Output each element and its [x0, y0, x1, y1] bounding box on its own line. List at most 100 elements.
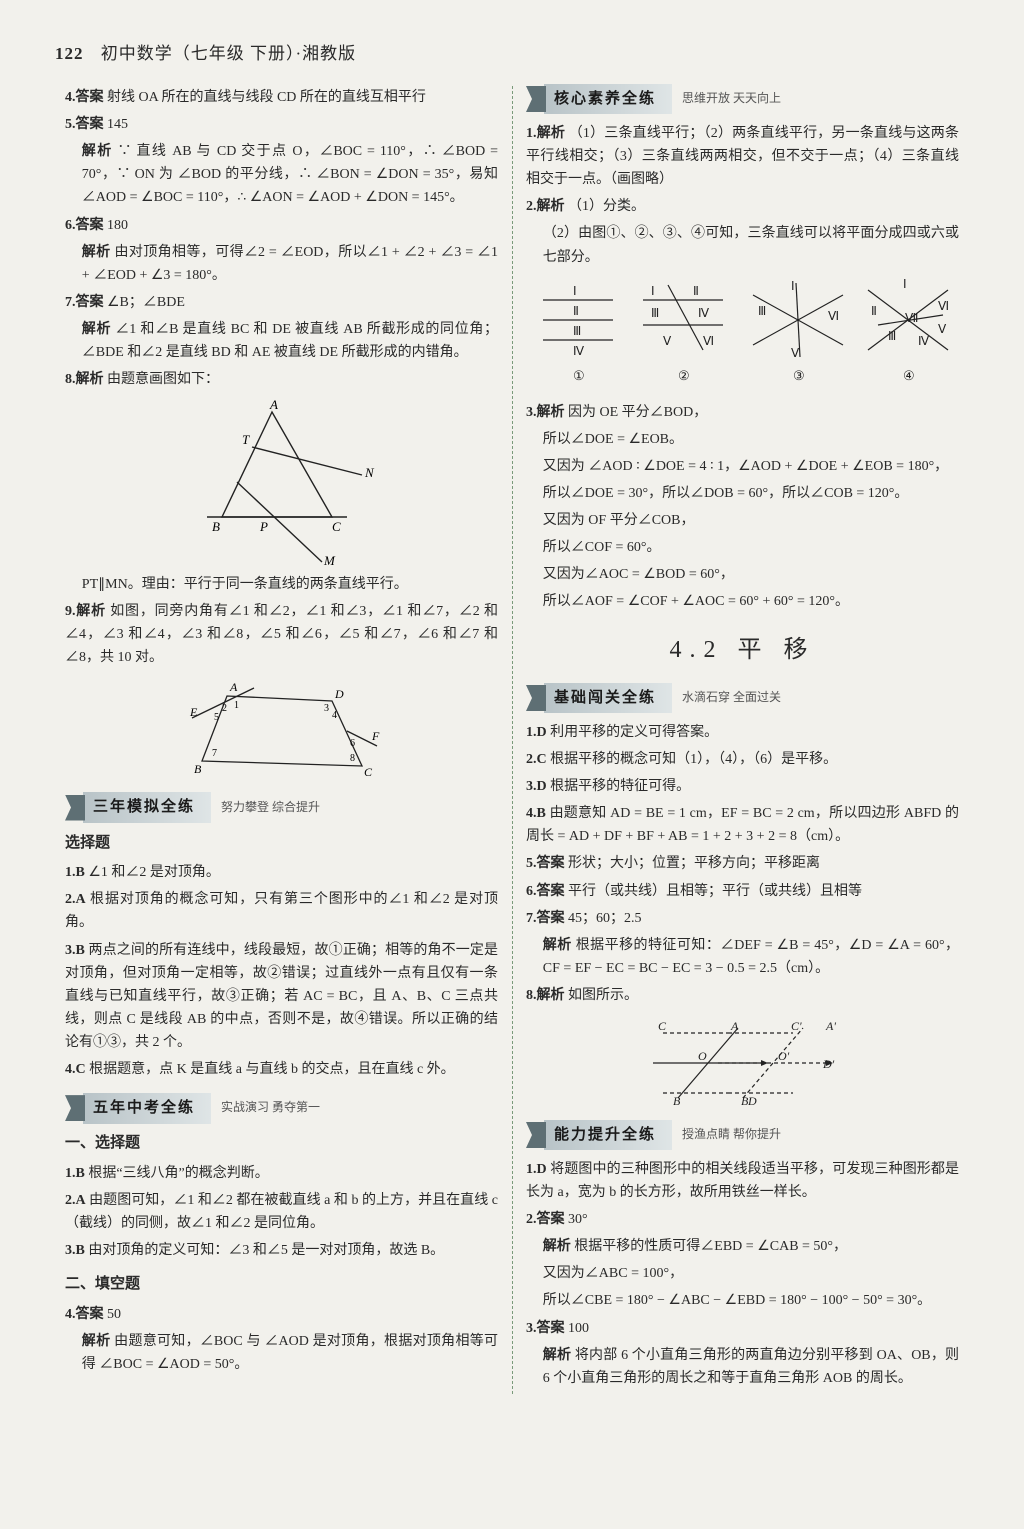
text: ∠1 和∠2 是对顶角。 — [88, 865, 220, 880]
left-item-7: 7.答案 ∠B；∠BDE — [65, 291, 498, 314]
h2-b2: Ⅱ — [693, 284, 699, 298]
lbl-C: C — [332, 519, 341, 534]
section-hx: 核心素养全练 思维开放 天天向上 — [526, 86, 959, 112]
hx-3g: 又因为∠AOC = ∠BOD = 60°， — [526, 563, 959, 586]
lbl-A: A — [229, 680, 238, 694]
moni-3: 3.B 两点之间的所有连线中，线段最短，故①正确；相等的角不一定是对顶角，但对顶… — [65, 939, 498, 1054]
h2-b1: Ⅰ — [651, 284, 655, 298]
section-moni: 三年模拟全练 努力攀登 综合提升 — [65, 795, 498, 821]
h2-d3: Ⅲ — [888, 329, 896, 343]
answer: 180 — [107, 218, 128, 233]
nl-2-exp2: 又因为∠ABC = 100°， — [526, 1262, 959, 1285]
hx-1: 1.解析 （1）三条直线平行；（2）两条直线平行，另一条直线与这两条平行线相交；… — [526, 122, 959, 191]
j8-O1: O' — [778, 1049, 790, 1063]
j8-A: A — [730, 1019, 739, 1033]
zk-4-exp: 解析 由题意可知，∠BOC 与 ∠AOD 是对顶角，根据对顶角相等可得 ∠BOC… — [65, 1330, 498, 1376]
moni-subhead: 选择题 — [65, 831, 498, 856]
lbl-8: 8 — [350, 753, 355, 764]
j8-O: O — [698, 1049, 707, 1063]
label: 1.B — [65, 1166, 85, 1181]
jc-3: 3.D 根据平移的特征可得。 — [526, 775, 959, 798]
hx-2b: （2）由图①、②、③、④可知，三条直线可以将平面分成四或六或七部分。 — [526, 222, 959, 268]
h2-cap1: ① — [573, 368, 585, 383]
nl-3-exp: 解析 将内部 6 个小直角三角形的两直角边分别平移到 OA、OB，则 6 个小直… — [526, 1344, 959, 1390]
text: 如图所示。 — [568, 988, 638, 1003]
h2-cap4: ④ — [903, 368, 915, 383]
jc-4: 4.B 由题意知 AD = BE = 1 cm，EF = BC = 2 cm，所… — [526, 802, 959, 848]
text: 利用平移的定义可得答案。 — [550, 725, 718, 740]
section-nl: 能力提升全练 授渔点睛 帮你提升 — [526, 1122, 959, 1148]
nl-2: 2.答案 30° — [526, 1208, 959, 1231]
section-title: 五年中考全练 — [83, 1093, 211, 1124]
j8-B: B — [673, 1094, 681, 1108]
text: （1）三条直线平行；（2）两条直线平行，另一条直线与这两条平行线相交；（3）三条… — [526, 126, 959, 187]
label: 7.答案 — [65, 295, 104, 310]
moni-2: 2.A 根据对顶角的概念可知，只有第三个图形中的∠1 和∠2 是对顶角。 — [65, 888, 498, 934]
lbl-4: 4 — [332, 710, 337, 721]
j8-A1: A' — [825, 1019, 836, 1033]
lbl-2: 2 — [222, 703, 227, 714]
label: 4.答案 — [65, 90, 104, 105]
zk-3: 3.B 由对顶角的定义可知：∠3 和∠5 是一对对顶角，故选 B。 — [65, 1239, 498, 1262]
lbl-B: B — [194, 762, 202, 776]
label: 8.解析 — [526, 988, 565, 1003]
answer: 射线 OA 所在的直线与线段 CD 所在的直线互相平行 — [107, 90, 426, 105]
left-column: 4.答案 射线 OA 所在的直线与线段 CD 所在的直线互相平行 5.答案 1 4… — [55, 86, 512, 1394]
section-sub: 努力攀登 综合提升 — [221, 798, 320, 818]
label: 3.B — [65, 943, 85, 958]
figure-9: A D E F B C 1 2 3 4 5 6 7 8 — [65, 676, 498, 781]
h2-d4: Ⅳ — [918, 334, 929, 348]
label: 3.解析 — [526, 405, 565, 420]
jc-7-exp: 解析 根据平移的特征可知：∠DEF = ∠B = 45°，∠D = ∠A = 6… — [526, 934, 959, 980]
flag-icon — [526, 86, 546, 112]
exp-text: 由题意可知，∠BOC 与 ∠AOD 是对顶角，根据对顶角相等可得 ∠BOC = … — [82, 1334, 498, 1372]
figure-j8: C A O B D C' A' O' B' D' — [526, 1013, 959, 1108]
lbl-7: 7 — [212, 748, 217, 759]
left-item-8: 8.解析 由题意画图如下： — [65, 368, 498, 391]
left-item-7-exp: 解析 ∠1 和∠B 是直线 BC 和 DE 被直线 AB 所截形成的同位角；∠B… — [65, 318, 498, 364]
exp-label: 解析 — [82, 245, 111, 260]
lbl-1: 1 — [234, 700, 239, 711]
exp-text: 根据平移的特征可知：∠DEF = ∠B = 45°，∠D = ∠A = 60°，… — [543, 938, 959, 976]
lbl-B: B — [212, 519, 220, 534]
label: 9.解析 — [65, 604, 106, 619]
section-title: 基础闯关全练 — [544, 683, 672, 714]
zk-subhead-1: 一、选择题 — [65, 1131, 498, 1156]
text: 两点之间的所有连线中，线段最短，故①正确；相等的角不一定是对顶角，但对顶角一定相… — [65, 943, 498, 1050]
text: 根据平移的概念可知（1），（4），（6）是平移。 — [550, 752, 837, 767]
hx-3c: 又因为 ∠AOD ∶ ∠DOE = 4 ∶ 1，∠AOD + ∠DOE + ∠E… — [526, 455, 959, 478]
lbl-D: D — [334, 687, 344, 701]
label: 5.答案 — [526, 856, 565, 871]
nl-2-exp3: 所以∠CBE = 180° − ∠ABC − ∠EBD = 180° − 100… — [526, 1289, 959, 1312]
exp-text: 根据平移的性质可得∠EBD = ∠CAB = 50°， — [574, 1239, 847, 1254]
label: 2.A — [65, 1193, 86, 1208]
section-sub: 授渔点睛 帮你提升 — [682, 1125, 781, 1145]
text: 100 — [568, 1321, 589, 1336]
label: 8.解析 — [65, 372, 104, 387]
section-title: 三年模拟全练 — [83, 792, 211, 823]
label: 1.B — [65, 865, 85, 880]
h2-b3: Ⅲ — [651, 306, 659, 320]
label: 3.答案 — [526, 1321, 565, 1336]
lbl-M: M — [323, 553, 336, 567]
exp-label: 解析 — [543, 1348, 571, 1363]
text: 45；60；2.5 — [568, 911, 642, 926]
flag-icon — [65, 795, 85, 821]
text: 平行（或共线）且相等；平行（或共线）且相等 — [568, 884, 862, 899]
h2-d2: Ⅱ — [871, 304, 877, 318]
moni-1: 1.B ∠1 和∠2 是对顶角。 — [65, 861, 498, 884]
lbl-C: C — [364, 765, 373, 779]
figure-8: A B P C N M T — [65, 397, 498, 567]
text: 形状；大小；位置；平移方向；平移距离 — [568, 856, 820, 871]
lbl-P: P — [259, 519, 268, 534]
zk-1: 1.B 根据“三线八角”的概念判断。 — [65, 1162, 498, 1185]
label: 1.D — [526, 1162, 547, 1177]
j8-C1: C' — [791, 1019, 802, 1033]
label: 5.答案 — [65, 117, 104, 132]
hx-3h: 所以∠AOF = ∠COF + ∠AOC = 60° + 60° = 120°。 — [526, 590, 959, 613]
page-number: 122 — [55, 44, 84, 63]
j8-C: C — [658, 1019, 667, 1033]
h2-cap3: ③ — [793, 368, 805, 383]
lbl-A: A — [269, 397, 278, 412]
left-item-4: 4.答案 射线 OA 所在的直线与线段 CD 所在的直线互相平行 — [65, 86, 498, 109]
